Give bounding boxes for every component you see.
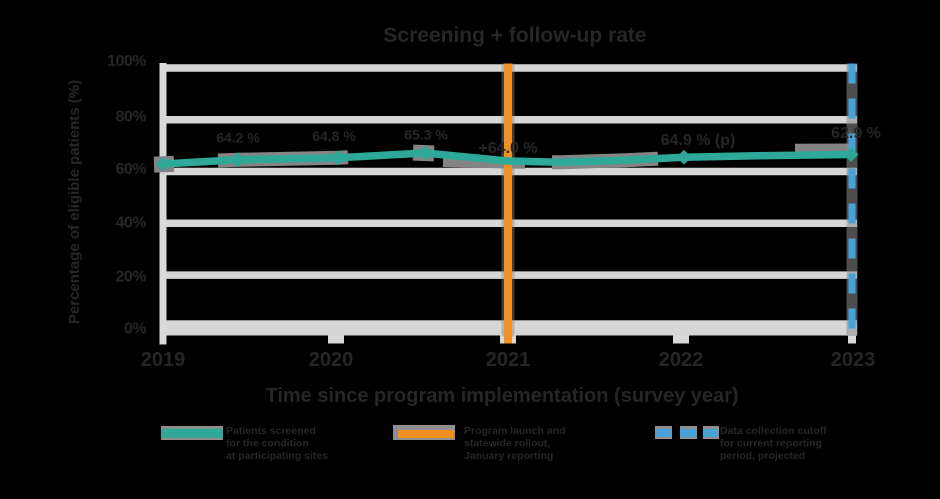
svg-text:60%: 60% <box>115 161 146 178</box>
svg-text:Screening + follow-up rate: Screening + follow-up rate <box>383 24 646 47</box>
svg-text:Data collection cutoff: Data collection cutoff <box>720 425 827 437</box>
svg-text:0%: 0% <box>124 321 146 338</box>
svg-text:100%: 100% <box>107 53 146 70</box>
svg-text:for current reporting: for current reporting <box>720 438 822 450</box>
svg-text:for the condition: for the condition <box>226 438 309 450</box>
svg-text:80%: 80% <box>115 109 146 126</box>
svg-text:2021: 2021 <box>486 349 531 371</box>
svg-text:2023: 2023 <box>831 349 876 371</box>
svg-text:20%: 20% <box>115 269 146 286</box>
svg-text:Patients screened: Patients screened <box>226 425 316 437</box>
svg-text:65.3 %: 65.3 % <box>404 127 448 143</box>
svg-text:62.9 %: 62.9 % <box>831 125 881 142</box>
svg-text:64.8 %: 64.8 % <box>312 128 356 144</box>
svg-text:statewide rollout,: statewide rollout, <box>464 438 550 450</box>
svg-text:40%: 40% <box>115 215 146 232</box>
svg-text:+64.0 %: +64.0 % <box>478 140 537 157</box>
svg-text:2019: 2019 <box>141 349 186 371</box>
svg-text:2020: 2020 <box>309 349 354 371</box>
svg-text:January reporting: January reporting <box>464 450 553 462</box>
svg-text:2022: 2022 <box>659 349 704 371</box>
svg-text:64.9 % (p): 64.9 % (p) <box>661 132 736 149</box>
svg-text:period, projected: period, projected <box>720 450 805 462</box>
svg-text:at participating sites: at participating sites <box>226 450 328 462</box>
svg-text:Percentage of eligible patient: Percentage of eligible patients (%) <box>66 80 83 324</box>
svg-text:Time since program implementat: Time since program implementation (surve… <box>265 385 738 407</box>
svg-text:Program launch and: Program launch and <box>464 425 566 437</box>
svg-text:64.2 %: 64.2 % <box>216 130 260 146</box>
